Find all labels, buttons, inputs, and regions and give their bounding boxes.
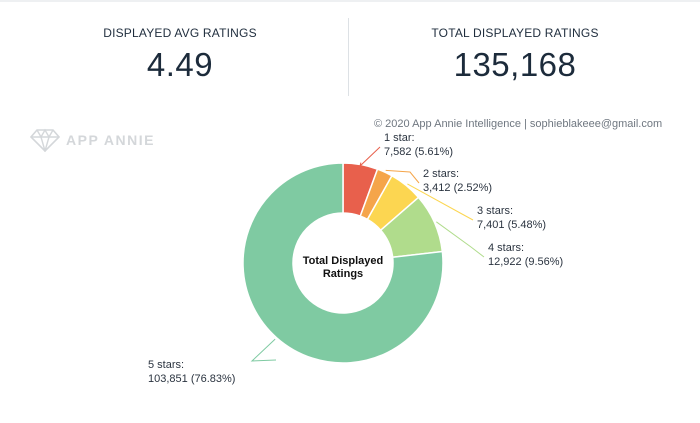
slice-label-1: 1 star: bbox=[384, 132, 415, 144]
total-ratings-label: TOTAL DISPLAYED RATINGS bbox=[431, 26, 599, 40]
center-label-line-2: Ratings bbox=[323, 268, 363, 280]
slice-label-4: 4 stars: bbox=[488, 242, 524, 254]
slice-value-1: 7,582 (5.61%) bbox=[384, 146, 453, 158]
total-ratings-value: 135,168 bbox=[453, 46, 577, 83]
center-label-line-1: Total Displayed bbox=[303, 255, 383, 267]
app-annie-watermark: APP ANNIE bbox=[30, 128, 155, 152]
leader-line-2 bbox=[385, 169, 420, 184]
slice-label-5: 5 stars: bbox=[148, 359, 184, 371]
slice-5 bbox=[242, 162, 444, 364]
slice-label-2: 2 stars: bbox=[423, 168, 459, 180]
slice-value-4: 12,922 (9.56%) bbox=[488, 256, 563, 268]
copyright-notice: © 2020 App Annie Intelligence | sophiebl… bbox=[374, 118, 663, 130]
leader-line-4 bbox=[436, 221, 485, 258]
total-ratings-stat: TOTAL DISPLAYED RATINGS 135,168 bbox=[375, 26, 655, 84]
avg-rating-label: DISPLAYED AVG RATINGS bbox=[103, 26, 257, 40]
leader-line-5 bbox=[250, 338, 277, 362]
leader-line-1 bbox=[359, 146, 381, 168]
slice-value-2: 3,412 (2.52%) bbox=[423, 182, 492, 194]
watermark-text: APP ANNIE bbox=[66, 132, 155, 148]
avg-rating-value: 4.49 bbox=[146, 46, 214, 83]
stat-divider bbox=[348, 18, 349, 96]
top-border bbox=[0, 0, 700, 2]
slice-value-5: 103,851 (76.83%) bbox=[148, 373, 235, 385]
diamond-logo-icon bbox=[30, 128, 60, 152]
avg-rating-stat: DISPLAYED AVG RATINGS 4.49 bbox=[40, 26, 320, 84]
slice-label-3: 3 stars: bbox=[477, 205, 513, 217]
slice-value-3: 7,401 (5.48%) bbox=[477, 219, 546, 231]
leader-line-3 bbox=[407, 183, 474, 221]
